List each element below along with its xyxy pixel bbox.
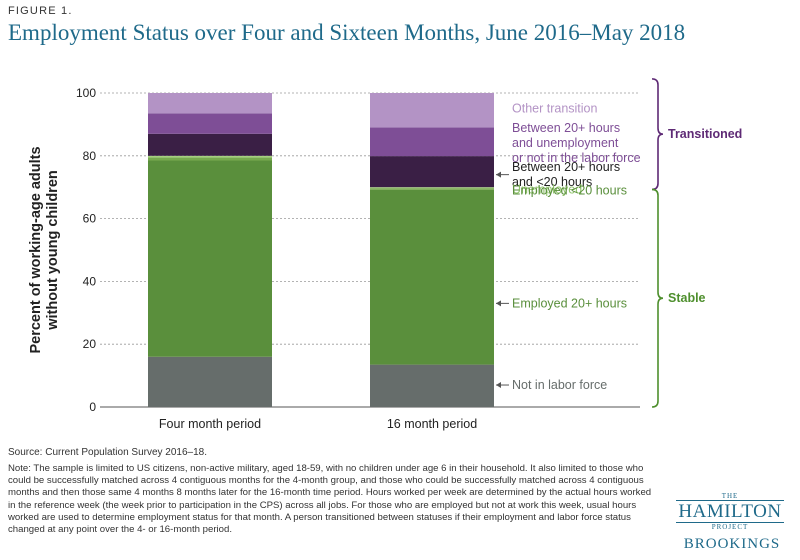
bar-segment bbox=[148, 93, 272, 114]
annotation-arrowhead bbox=[496, 382, 501, 389]
stacked-bar-chart: 0 20 40 60 80 100 Percent of working-age adult… bbox=[28, 78, 742, 431]
y-tick-label: 40 bbox=[83, 274, 97, 288]
bar-segment bbox=[148, 160, 272, 357]
bar-segment bbox=[370, 93, 494, 128]
brookings-logo: BROOKINGS bbox=[683, 536, 781, 552]
bar-segment bbox=[148, 155, 272, 158]
bar-segment bbox=[370, 156, 494, 188]
group-brace bbox=[651, 78, 664, 191]
hamilton-project-logo: THE HAMILTON PROJECT bbox=[668, 492, 792, 532]
group-label: Transitioned bbox=[668, 127, 742, 141]
logo-the: THE bbox=[721, 492, 739, 500]
annotation-label: Employed 20+ hours bbox=[512, 296, 627, 310]
annotation-arrowhead bbox=[496, 300, 501, 307]
y-tick-label: 100 bbox=[76, 86, 96, 100]
logo-project: PROJECT bbox=[711, 523, 749, 531]
bar-segment bbox=[370, 187, 494, 189]
logo-hamilton: HAMILTON bbox=[676, 500, 784, 523]
bar-segment bbox=[148, 113, 272, 134]
bar-segment bbox=[370, 127, 494, 157]
annotation-label: Between 20+ hours bbox=[512, 121, 620, 135]
annotation-label: or not in the labor force bbox=[512, 151, 641, 165]
bar-segment bbox=[370, 188, 494, 190]
bar-segment bbox=[148, 133, 272, 156]
footnote: Note: The sample is limited to US citize… bbox=[8, 463, 652, 536]
y-axis-label-line1: Percent of working-age adults bbox=[28, 146, 44, 353]
bar-segment bbox=[148, 157, 272, 161]
annotation-label: Unemployed bbox=[512, 182, 582, 196]
annotation-label: Employed <20 hours bbox=[512, 183, 627, 197]
y-tick-label: 20 bbox=[83, 337, 97, 351]
y-axis-label-line2: without young children bbox=[45, 170, 61, 331]
y-tick-label: 80 bbox=[83, 149, 97, 163]
bar-segment bbox=[370, 364, 494, 407]
annotation-label: Other transition bbox=[512, 102, 598, 116]
annotation-label: and <20 hours bbox=[512, 175, 592, 189]
bar-segment bbox=[148, 356, 272, 407]
group-label: Stable bbox=[668, 291, 706, 305]
y-tick-label: 60 bbox=[83, 212, 97, 226]
annotation-label: and unemployment bbox=[512, 136, 619, 150]
bar-segment bbox=[370, 189, 494, 365]
annotation-label: Between 20+ hours bbox=[512, 160, 620, 174]
chart-title: Employment Status over Four and Sixteen … bbox=[8, 20, 686, 45]
annotation-arrowhead bbox=[496, 171, 501, 178]
annotation-label: Not in labor force bbox=[512, 378, 607, 392]
x-tick-label: Four month period bbox=[159, 417, 261, 431]
source-note: Source: Current Population Survey 2016–1… bbox=[8, 447, 208, 458]
x-tick-label: 16 month period bbox=[387, 417, 477, 431]
figure-label: FIGURE 1. bbox=[8, 5, 73, 17]
y-tick-label: 0 bbox=[89, 400, 96, 414]
group-brace bbox=[651, 188, 664, 408]
